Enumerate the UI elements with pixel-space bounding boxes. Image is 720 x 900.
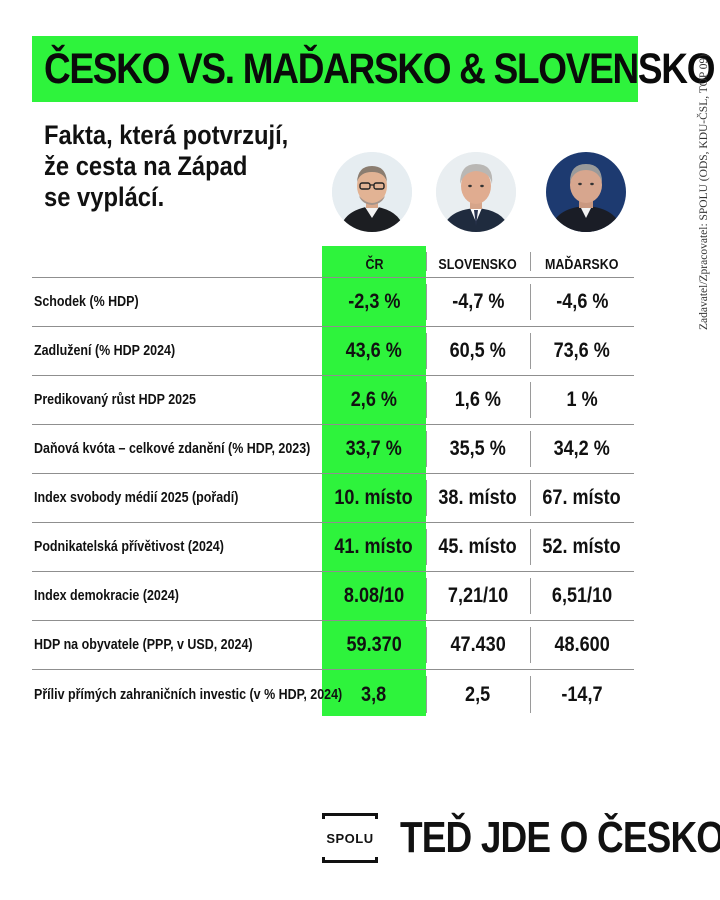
title-banner: ČESKO VS. MAĎARSKO & SLOVENSKO bbox=[32, 36, 715, 102]
politician-portrait-slovensko-icon bbox=[436, 152, 516, 232]
table-row: Daňová kvóta – celkové zdanění (% HDP, 2… bbox=[32, 425, 634, 474]
row-label: Index svobody médií 2025 (pořadí) bbox=[34, 490, 239, 506]
footer: SPOLU TEĎ JDE O ČESKO! bbox=[322, 808, 720, 868]
value-madarsko: 6,51/10 bbox=[551, 584, 613, 607]
table-row: Příliv přímých zahraničních investic (v … bbox=[32, 670, 634, 719]
value-cr: 10. místo bbox=[334, 486, 414, 509]
row-label: Podnikatelská přívětivost (2024) bbox=[34, 539, 224, 555]
row-label: Schodek (% HDP) bbox=[34, 294, 139, 310]
cr-highlight-column bbox=[322, 246, 426, 716]
value-slovensko: -4,7 % bbox=[451, 290, 505, 313]
table-row: Zadlužení (% HDP 2024) 43,6 % 60,5 % 73,… bbox=[32, 327, 634, 376]
column-header-madarsko: MAĎARSKO bbox=[545, 256, 619, 273]
row-label: Index demokracie (2024) bbox=[34, 588, 179, 604]
value-slovensko: 38. místo bbox=[438, 486, 518, 509]
page-title: ČESKO VS. MAĎARSKO & SLOVENSKO bbox=[44, 44, 715, 93]
row-label: Daňová kvóta – celkové zdanění (% HDP, 2… bbox=[34, 441, 311, 457]
slogan: TEĎ JDE O ČESKO! bbox=[400, 813, 720, 862]
value-cr: 41. místo bbox=[334, 535, 414, 558]
subtitle-line-2: že cesta na Západ bbox=[44, 151, 248, 181]
row-label: HDP na obyvatele (PPP, v USD, 2024) bbox=[34, 637, 253, 653]
column-header-slovensko: SLOVENSKO bbox=[438, 256, 518, 273]
spolu-logo-text: SPOLU bbox=[326, 830, 374, 846]
row-label: Predikovaný růst HDP 2025 bbox=[34, 392, 196, 408]
subtitle: Fakta, která potvrzují, že cesta na Zápa… bbox=[44, 120, 290, 213]
table-row: Index svobody médií 2025 (pořadí) 10. mí… bbox=[32, 474, 634, 523]
value-slovensko: 47.430 bbox=[450, 633, 506, 656]
value-madarsko: -14,7 bbox=[561, 682, 603, 706]
value-cr: -2,3 % bbox=[347, 290, 401, 313]
value-cr: 43,6 % bbox=[345, 339, 403, 362]
value-madarsko: 73,6 % bbox=[553, 339, 611, 362]
column-header-cr: ČR bbox=[364, 256, 384, 273]
table-row: Index demokracie (2024) 8.08/10 7,21/10 … bbox=[32, 572, 634, 621]
table-row: HDP na obyvatele (PPP, v USD, 2024) 59.3… bbox=[32, 621, 634, 670]
value-madarsko: 48.600 bbox=[554, 633, 610, 656]
subtitle-line-3: se vyplácí. bbox=[44, 182, 165, 212]
value-slovensko: 45. místo bbox=[438, 535, 518, 558]
value-cr: 2,6 % bbox=[350, 388, 398, 411]
side-credit: Zadavatel/Zpracovatel: SPOLU (ODS, KDU-Č… bbox=[698, 53, 710, 330]
row-label: Zadlužení (% HDP 2024) bbox=[34, 343, 176, 359]
table-row: Schodek (% HDP) -2,3 % -4,7 % -4,6 % bbox=[32, 278, 634, 327]
value-slovensko: 60,5 % bbox=[449, 339, 507, 362]
politician-portrait-madarsko-icon bbox=[546, 152, 626, 232]
comparison-table: ČR SLOVENSKO MAĎARSKO Schodek (% HDP) -2… bbox=[32, 246, 634, 719]
value-cr: 8.08/10 bbox=[343, 584, 405, 607]
value-cr: 3,8 bbox=[361, 682, 387, 706]
value-slovensko: 35,5 % bbox=[449, 437, 507, 460]
value-madarsko: -4,6 % bbox=[555, 290, 609, 313]
value-madarsko: 34,2 % bbox=[553, 437, 611, 460]
row-label: Příliv přímých zahraničních investic (v … bbox=[34, 686, 343, 703]
value-cr: 33,7 % bbox=[345, 437, 403, 460]
value-madarsko: 52. místo bbox=[542, 535, 622, 558]
politician-portrait-cr-icon bbox=[332, 152, 412, 232]
spolu-logo: SPOLU bbox=[322, 813, 378, 863]
value-slovensko: 7,21/10 bbox=[447, 584, 509, 607]
table-row: Predikovaný růst HDP 2025 2,6 % 1,6 % 1 … bbox=[32, 376, 634, 425]
table-row: Podnikatelská přívětivost (2024) 41. mís… bbox=[32, 523, 634, 572]
value-slovensko: 1,6 % bbox=[454, 388, 502, 411]
value-madarsko: 67. místo bbox=[542, 486, 622, 509]
value-madarsko: 1 % bbox=[566, 388, 598, 411]
table-header-row: ČR SLOVENSKO MAĎARSKO bbox=[32, 246, 634, 278]
subtitle-line-1: Fakta, která potvrzují, bbox=[44, 120, 289, 150]
value-slovensko: 2,5 bbox=[465, 682, 491, 706]
value-cr: 59.370 bbox=[346, 633, 402, 656]
